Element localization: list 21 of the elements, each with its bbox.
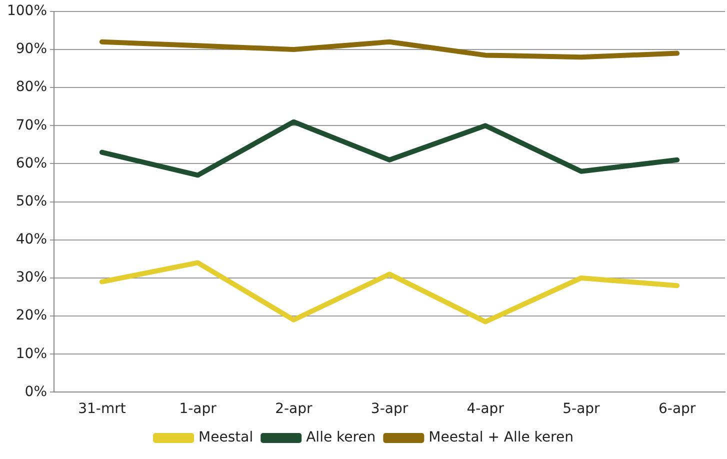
y-tick-label: 60%	[16, 155, 48, 172]
x-tick-label: 6-apr	[658, 401, 696, 418]
y-tick-label: 30%	[16, 270, 48, 286]
y-tick-label: 100%	[6, 3, 48, 20]
legend-label: Alle keren	[306, 430, 376, 446]
x-tick-label: 1-apr	[179, 401, 217, 418]
y-tick-label: 0%	[24, 384, 48, 400]
legend-label: Meestal + Alle keren	[428, 430, 574, 446]
y-tick-label: 10%	[16, 346, 48, 362]
legend-label: Meestal	[198, 430, 254, 446]
y-tick-label: 80%	[16, 79, 48, 96]
y-tick-label: 50%	[16, 193, 48, 210]
x-tick-label: 2-apr	[275, 401, 312, 418]
x-tick-label: 31-mrt	[78, 401, 126, 418]
x-tick-label: 5-apr	[562, 401, 600, 418]
y-tick-label: 20%	[16, 308, 48, 324]
x-tick-label: 4-apr	[466, 401, 504, 418]
y-tick-label: 40%	[16, 232, 48, 248]
y-tick-label: 70%	[16, 117, 48, 134]
x-tick-label: 3-apr	[370, 401, 408, 418]
y-tick-label: 90%	[16, 41, 48, 58]
